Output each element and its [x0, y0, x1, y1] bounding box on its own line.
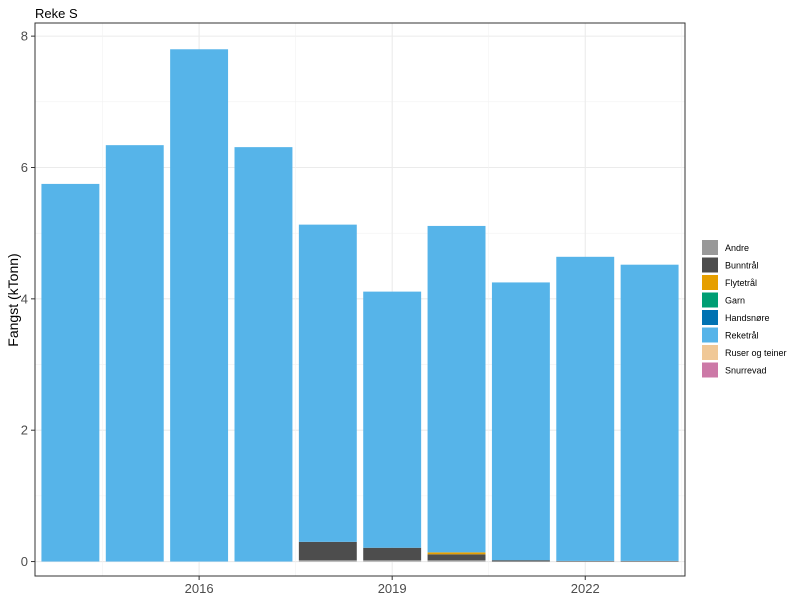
bar-segment: [105, 145, 164, 562]
legend-label: Reketrål: [725, 331, 759, 341]
legend: Andre Bunntrål Flytetrål Garn Handsnøre Reket…: [702, 240, 787, 378]
bar-segment: [427, 560, 486, 562]
legend-label: Bunntrål: [725, 261, 759, 271]
bar-segment: [41, 183, 100, 562]
y-tick-label: 2: [21, 423, 28, 438]
bars-layer: [41, 49, 679, 562]
bar-segment: [491, 282, 550, 561]
bar-segment: [363, 560, 422, 562]
legend-swatch: [702, 257, 718, 273]
bar-segment: [556, 560, 615, 562]
legend-label: Handsnøre: [725, 313, 770, 323]
bar-segment: [363, 547, 422, 561]
x-tick-label: 2019: [378, 581, 407, 596]
legend-swatch: [702, 292, 718, 308]
bar-segment: [427, 225, 486, 553]
legend-label: Ruser og teiner: [725, 348, 787, 358]
legend-swatch: [702, 362, 718, 378]
y-tick-label: 4: [21, 291, 28, 306]
bar-segment: [234, 147, 293, 562]
legend-label: Snurrevad: [725, 366, 767, 376]
legend-swatch: [702, 310, 718, 325]
bar-segment: [427, 552, 486, 555]
x-tick-label: 2016: [185, 581, 214, 596]
bar-segment: [298, 560, 357, 562]
y-tick-label: 6: [21, 160, 28, 175]
legend-label: Garn: [725, 296, 745, 306]
y-tick-label: 0: [21, 554, 28, 569]
bar-segment: [620, 560, 679, 562]
legend-swatch: [702, 345, 718, 360]
bar-segment: [363, 291, 422, 548]
bar-segment: [556, 256, 615, 561]
bar-segment: [298, 224, 357, 542]
y-axis: 0 2 4 6 8: [21, 29, 35, 569]
legend-swatch: [702, 240, 718, 255]
y-tick-label: 8: [21, 29, 28, 44]
y-axis-title: Fangst (kTonn): [5, 253, 21, 346]
bar-segment: [491, 560, 550, 562]
x-tick-label: 2022: [571, 581, 600, 596]
plot-panel-border: [34, 22, 686, 577]
bar-segment: [620, 264, 679, 561]
chart-title: Reke S: [35, 6, 78, 21]
x-axis: 2016 2019 2022: [185, 576, 600, 596]
legend-swatch: [702, 327, 718, 343]
bar-segment: [170, 49, 229, 562]
bar-segment: [298, 541, 357, 561]
bar-segment: [427, 554, 486, 561]
legend-swatch: [702, 275, 718, 290]
legend-label: Flytetrål: [725, 278, 757, 288]
legend-label: Andre: [725, 243, 749, 253]
